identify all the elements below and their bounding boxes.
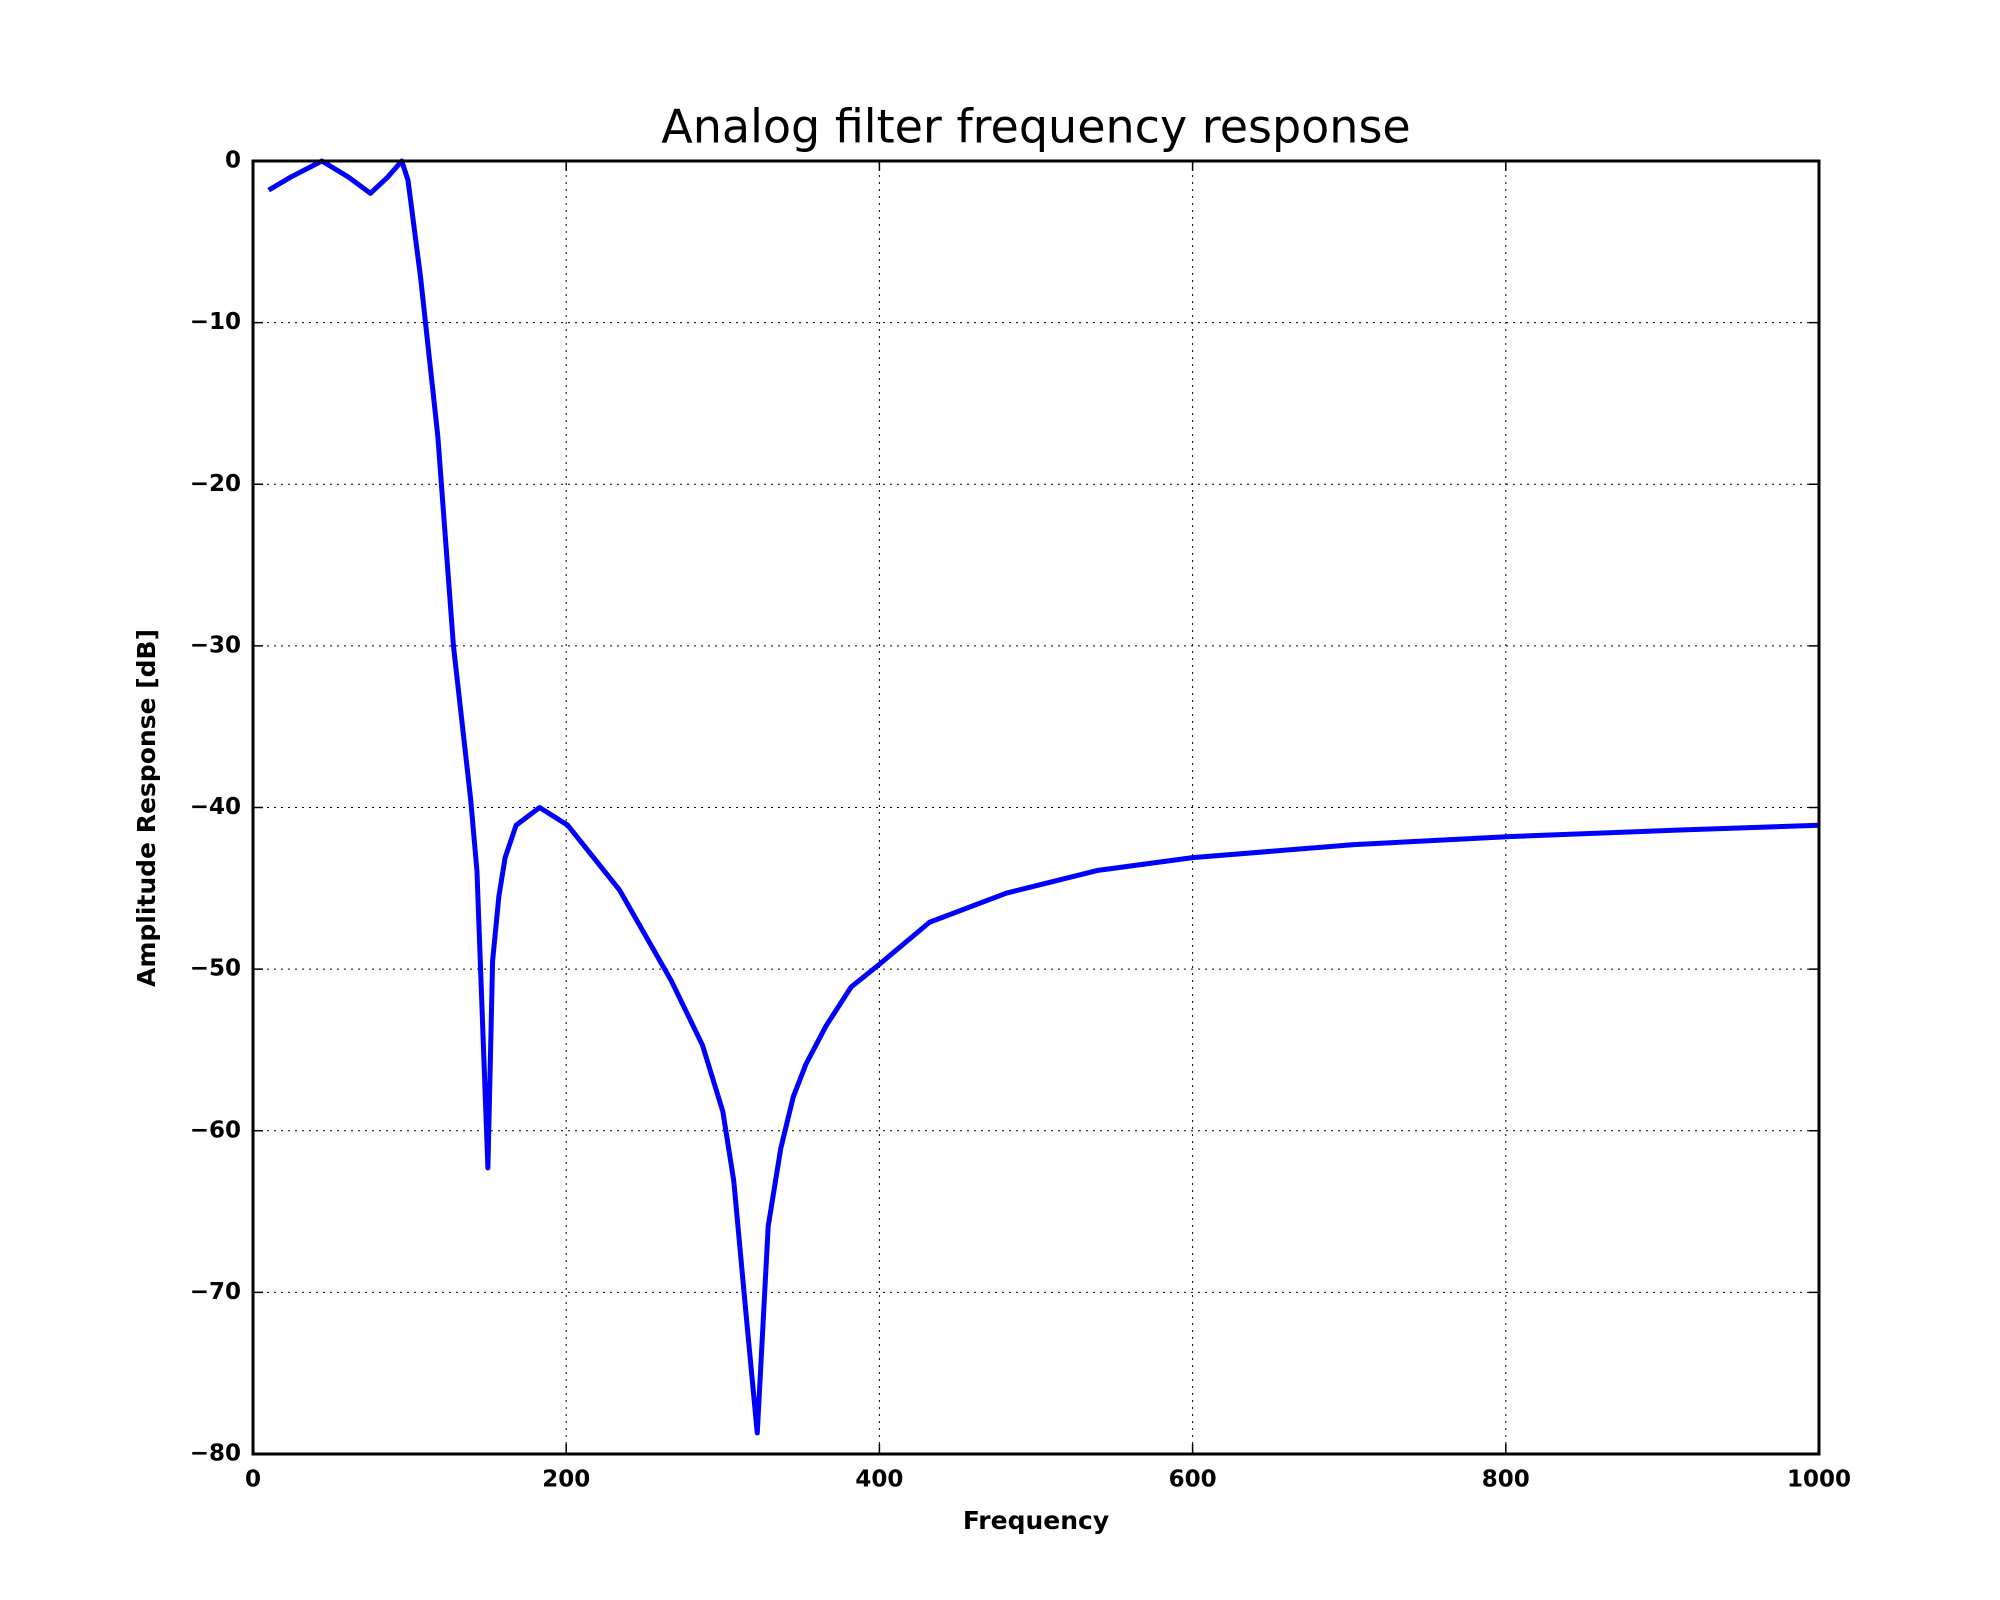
plot-frame [251,159,1821,1456]
x-axis-label: Frequency [963,1506,1109,1535]
y-tick-label: −40 [190,794,241,820]
x-tick-label: 1000 [1787,1467,1851,1493]
y-tick-label: −60 [190,1117,241,1143]
y-tick-label: −70 [190,1279,241,1305]
chart-title: Analog filter frequency response [661,100,1410,154]
x-tick-label: 200 [542,1467,590,1493]
y-tick-label: −30 [190,632,241,658]
x-tick-label: 800 [1482,1467,1530,1493]
x-tick-label: 600 [1169,1467,1217,1493]
data-line [267,158,1820,1436]
x-tick-label: 0 [245,1467,261,1493]
y-tick-label: 0 [225,148,241,174]
y-tick-label: −20 [190,471,241,497]
y-tick-label: −50 [190,956,241,982]
y-tick-label: −10 [190,309,241,335]
y-axis-label: Amplitude Response [dB] [132,629,161,987]
x-tick-label: 400 [855,1467,903,1493]
y-tick-label: −80 [190,1441,241,1467]
